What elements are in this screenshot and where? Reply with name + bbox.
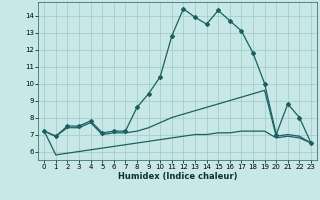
X-axis label: Humidex (Indice chaleur): Humidex (Indice chaleur) [118, 172, 237, 181]
